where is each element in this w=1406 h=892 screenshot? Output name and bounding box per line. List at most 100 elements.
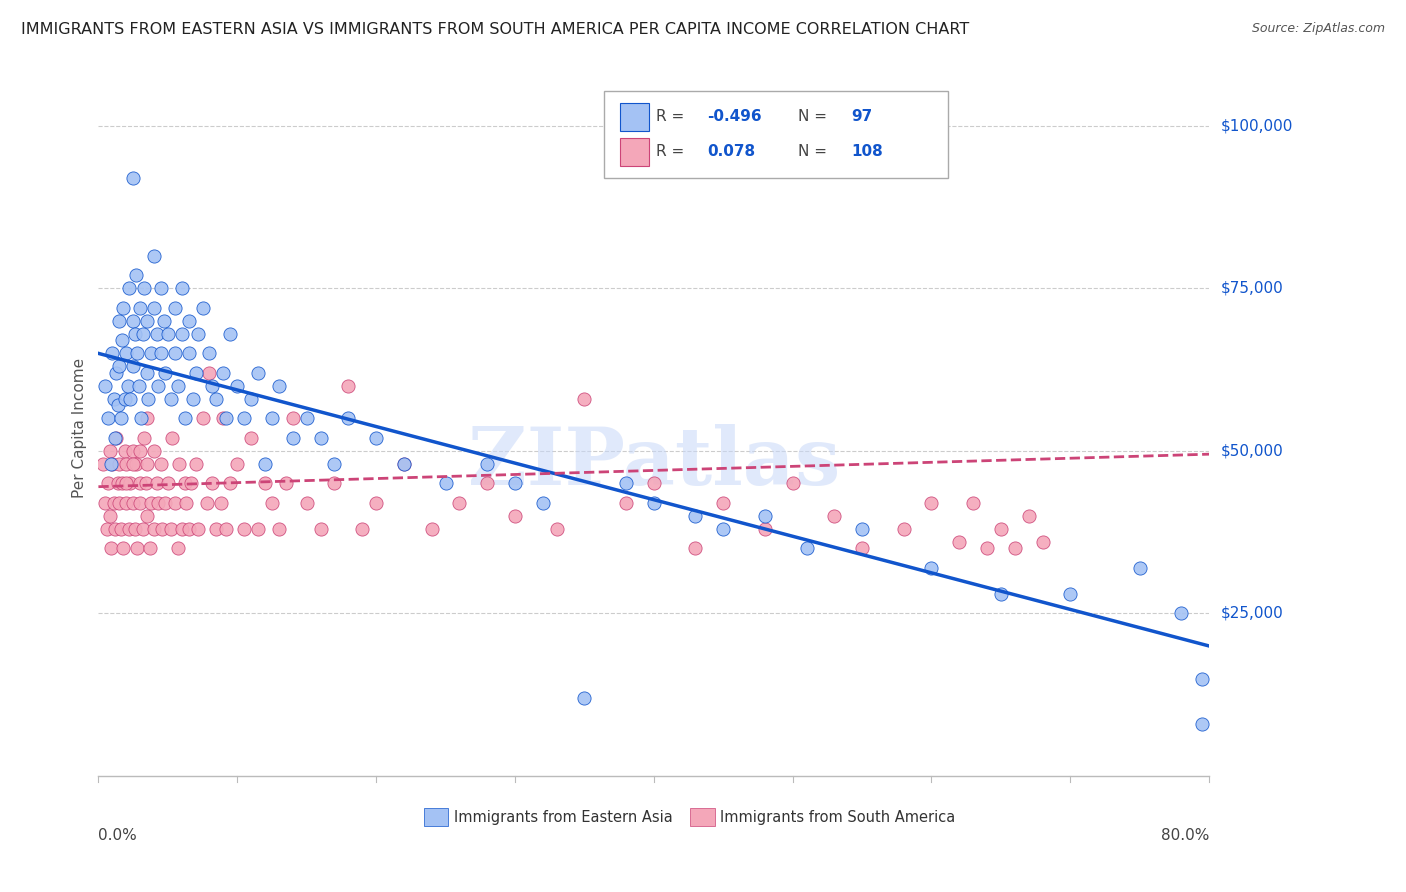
Point [267,379,290,393]
Point [124,326,146,341]
Y-axis label: Per Capita Income: Per Capita Income [72,358,87,499]
Point [118,281,141,295]
Point [240,431,263,445]
Point [114,444,136,458]
Point [260,411,283,425]
Point [122,314,145,328]
Point [139,541,162,556]
Point [177,522,200,536]
Point [195,496,218,510]
Point [240,392,263,406]
Point [136,366,159,380]
Point [132,522,155,536]
Point [643,476,665,491]
Point [253,476,276,491]
Point [105,366,128,380]
Text: $100,000: $100,000 [1220,119,1292,133]
Text: $25,000: $25,000 [1220,606,1284,621]
Point [127,346,149,360]
Point [98,444,121,458]
Point [309,522,332,536]
Point [1191,672,1213,686]
Point [253,457,276,471]
Point [100,457,122,471]
Point [976,541,998,556]
Point [281,431,304,445]
Point [125,268,148,283]
Point [233,411,256,425]
Point [100,541,122,556]
Point [948,535,970,549]
Point [614,496,637,510]
Point [96,522,118,536]
Point [219,326,242,341]
Point [163,496,186,510]
Point [323,457,346,471]
Point [101,346,124,360]
Point [134,281,156,295]
Point [893,522,915,536]
Point [145,326,167,341]
Point [107,476,129,491]
Point [184,366,207,380]
Point [247,366,270,380]
Point [156,476,179,491]
Point [131,411,153,425]
Point [129,496,152,510]
Point [823,508,845,523]
Point [990,587,1012,601]
Point [122,444,145,458]
Point [94,379,117,393]
Point [209,496,232,510]
Point [136,508,159,523]
Point [323,476,346,491]
Point [187,326,209,341]
Point [120,476,142,491]
Point [159,392,181,406]
Point [274,476,297,491]
Point [420,522,443,536]
Point [145,476,167,491]
Point [112,301,135,315]
Point [156,326,179,341]
Point [177,314,200,328]
Point [153,366,176,380]
Point [215,522,238,536]
Point [1191,717,1213,731]
Point [434,476,457,491]
Point [136,457,159,471]
Point [267,522,290,536]
Point [122,359,145,374]
Point [122,457,145,471]
Point [143,444,166,458]
Point [191,301,214,315]
Point [115,346,138,360]
Point [247,522,270,536]
Point [163,301,186,315]
Point [138,392,160,406]
Point [711,522,734,536]
Point [170,281,193,295]
Point [233,522,256,536]
Point [163,346,186,360]
Point [198,366,221,380]
Point [167,457,190,471]
Point [108,457,131,471]
Point [180,476,202,491]
Point [120,392,142,406]
Text: $50,000: $50,000 [1220,443,1284,458]
Point [1018,508,1040,523]
Point [136,314,159,328]
Point [503,476,526,491]
Point [127,541,149,556]
Point [1032,535,1054,549]
Point [153,496,176,510]
Point [295,496,318,510]
Point [107,398,129,412]
FancyBboxPatch shape [603,91,948,178]
Point [94,496,117,510]
Point [97,411,120,425]
Point [201,476,224,491]
Point [166,379,188,393]
Point [475,457,499,471]
